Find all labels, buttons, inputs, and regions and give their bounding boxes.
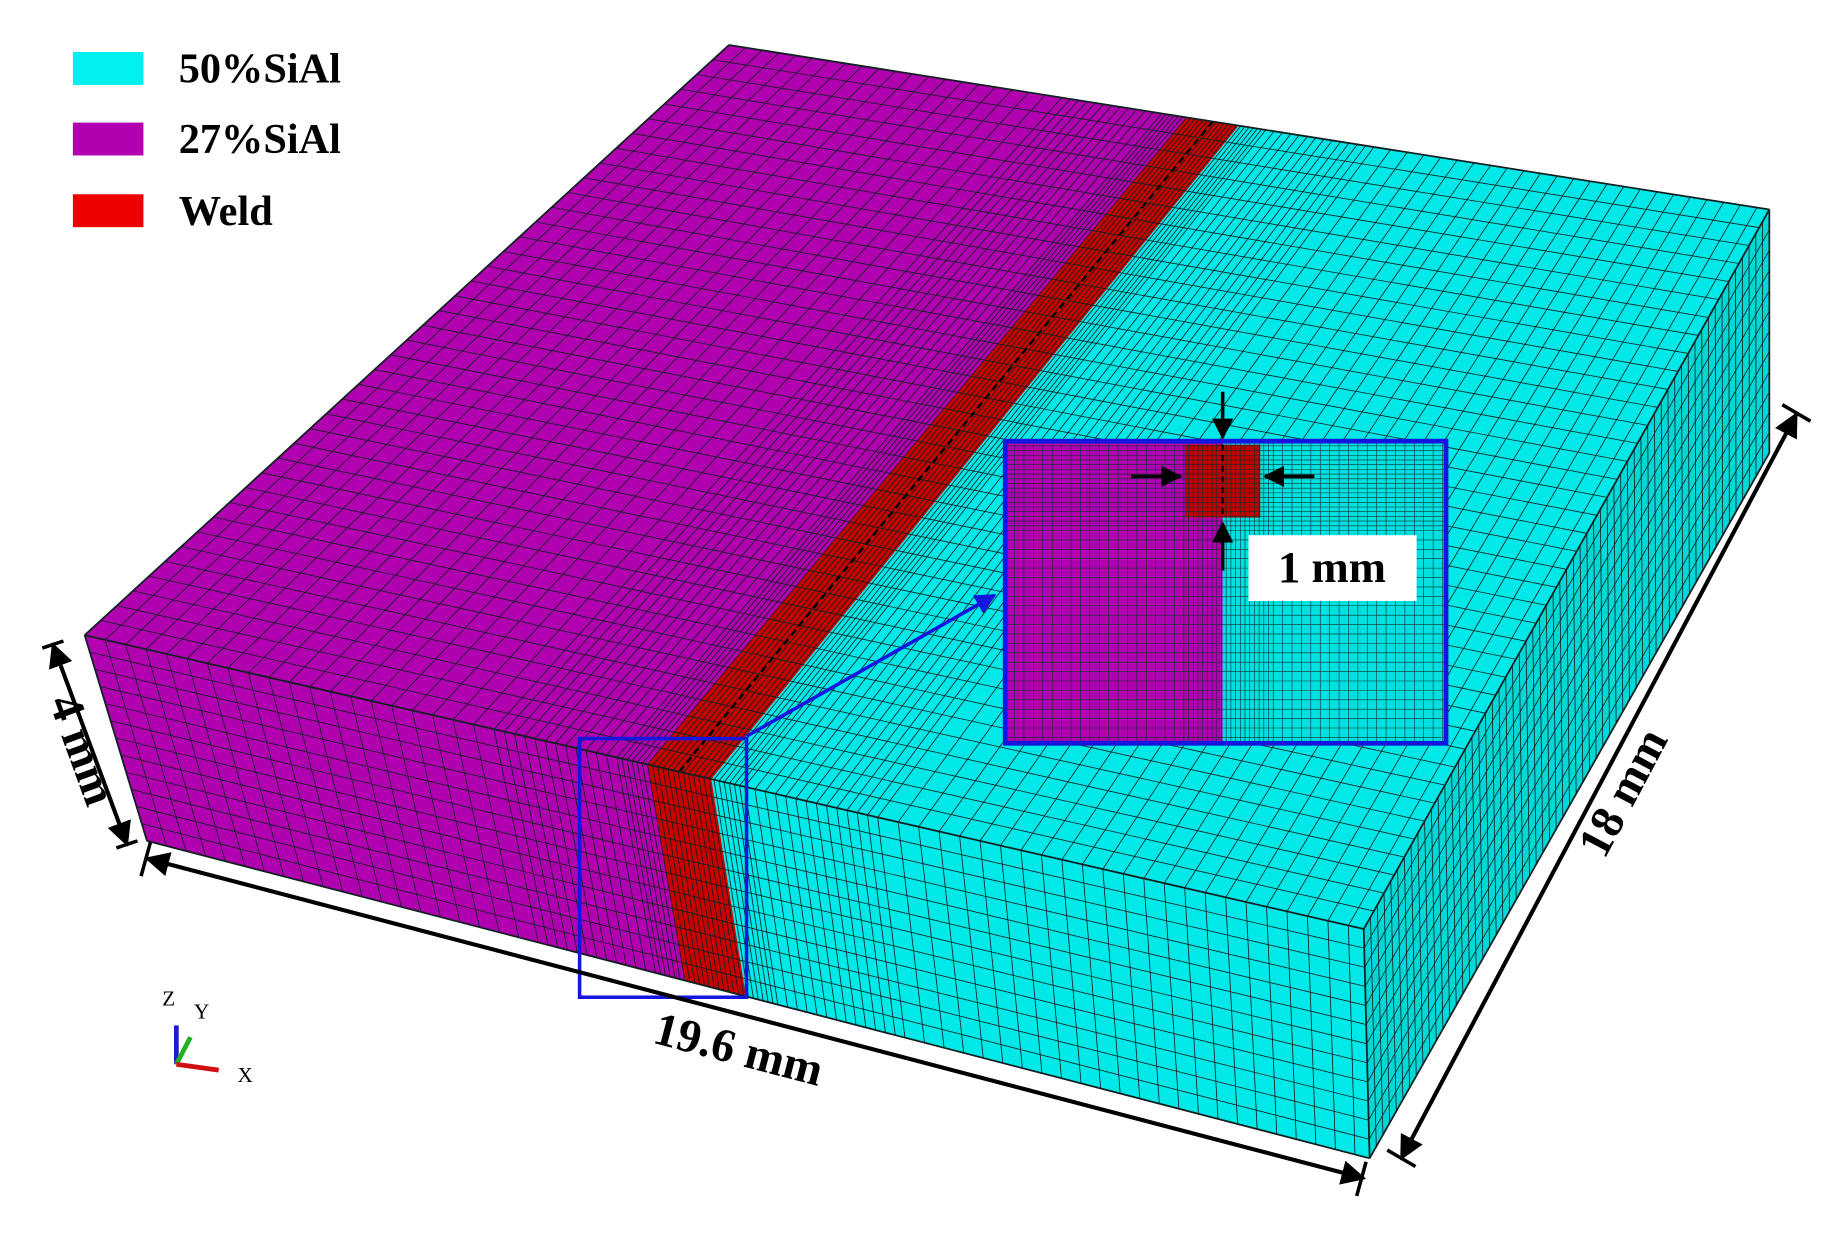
mesh-line: [551, 206, 1658, 408]
mesh-line: [712, 59, 1760, 228]
axis-label: X: [237, 1063, 252, 1087]
top-face: [84, 44, 1187, 765]
mesh-line: [132, 590, 1395, 876]
y-axis: [174, 1036, 193, 1066]
legend-swatch: [72, 52, 144, 85]
zoom-callout: 1 mm: [577, 391, 1449, 999]
legend-swatch: [72, 194, 144, 228]
mesh-line: [181, 546, 1425, 822]
axis-label: Z: [162, 986, 175, 1010]
axis-triad: Z Y X: [162, 986, 253, 1086]
mesh-line: [599, 162, 1689, 354]
mesh-line: [632, 133, 1709, 318]
mesh-line: [648, 118, 1719, 300]
mesh-line: [583, 177, 1679, 372]
mesh-line: [616, 147, 1699, 336]
mesh-line: [519, 236, 1638, 444]
edge: [84, 44, 730, 636]
dim-line: [144, 852, 1367, 1185]
dimension-label: 19.6 mm: [649, 1003, 829, 1097]
legend-label: 27%SiAl: [179, 116, 341, 163]
dim-line: [49, 642, 131, 847]
dim-tick: [1354, 1161, 1368, 1197]
label-box: [1248, 535, 1417, 602]
mesh-line: [664, 103, 1729, 282]
legend-label: 50%SiAl: [179, 46, 341, 93]
dimension-label: 1 mm: [1278, 542, 1386, 592]
dim-tick: [1386, 1148, 1417, 1169]
mesh-line: [116, 605, 1385, 894]
legend-label: Weld: [179, 188, 274, 235]
mesh-line: [696, 74, 1750, 246]
dim-tick: [41, 639, 65, 650]
edge: [728, 44, 1770, 211]
axis-label: Y: [194, 999, 209, 1023]
dim-tick: [115, 839, 139, 850]
dim-tick: [139, 841, 153, 877]
x-axis: [176, 1061, 219, 1073]
dim-tick: [1781, 403, 1812, 423]
mesh-line: [165, 560, 1415, 840]
mesh-model: [83, 44, 1771, 1160]
mesh-line: [680, 88, 1739, 264]
mesh-line: [197, 531, 1435, 804]
legend-swatch: [72, 122, 144, 156]
mesh-line: [535, 221, 1648, 426]
dim-line: [1399, 411, 1799, 1161]
mesh-line: [148, 575, 1405, 858]
mesh-line: [567, 192, 1669, 390]
zoom-arrow: [745, 593, 997, 738]
legend: 50%SiAl 27%SiAl Weld: [72, 46, 341, 235]
